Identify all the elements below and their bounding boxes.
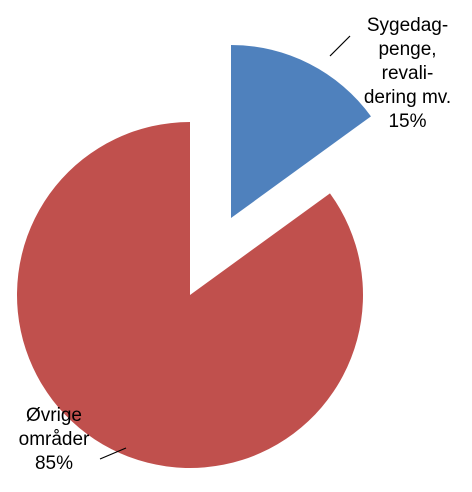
leader-line (99, 447, 127, 460)
slice-label: Sygedag- penge, revali- dering mv. 15% (345, 14, 470, 134)
slice-label: Øvrige områder 85% (0, 404, 108, 476)
value-label: 85% (34, 453, 74, 474)
pie-slice (231, 45, 371, 218)
value-label: 15% (388, 111, 427, 132)
pie-slice (16, 122, 364, 469)
category-label: Øvrige områder (18, 405, 90, 450)
leader-line (329, 35, 351, 57)
category-label: Sygedag- penge, revali- dering mv. (363, 15, 452, 108)
